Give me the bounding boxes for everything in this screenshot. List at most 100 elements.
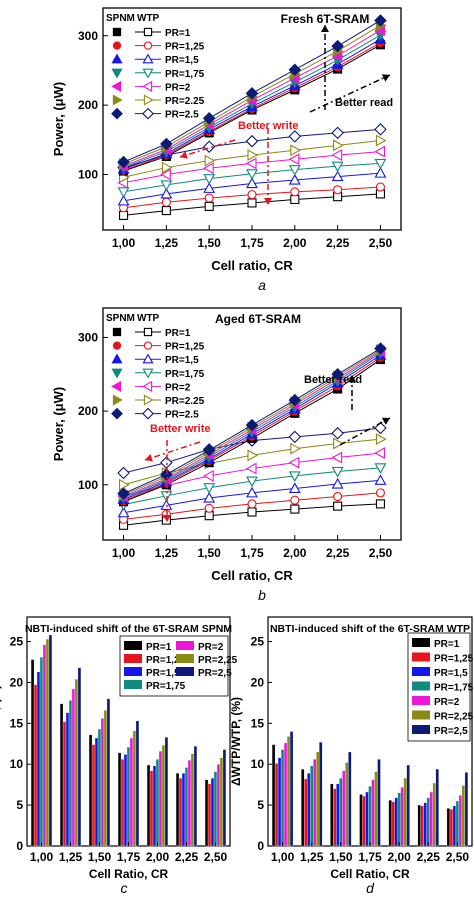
legend-label: PR=1,75 bbox=[165, 69, 205, 80]
wtp-data-point bbox=[333, 491, 343, 502]
wtp-data-point bbox=[204, 503, 214, 513]
x-tick-label: 1,25 bbox=[300, 850, 324, 864]
legend-label: PR=2.25 bbox=[165, 396, 205, 407]
wtp-data-point bbox=[117, 194, 130, 206]
y-tick-label: 15 bbox=[10, 716, 24, 730]
wtp-data-point bbox=[375, 433, 387, 446]
wtp-data-point bbox=[374, 158, 387, 170]
legend-label: PR=1,25 bbox=[146, 655, 186, 666]
bar bbox=[175, 773, 180, 847]
legend-label: PR=1 bbox=[165, 328, 191, 339]
wtp-data-point bbox=[331, 126, 344, 140]
bar-chart-spnm-shift: 0 5 10 15 20 25 1,00 1,25 1,50 1,75 2,00 2,25 2,50 NB… bbox=[0, 616, 238, 881]
bar bbox=[36, 671, 41, 847]
y-tick-label: 5 bbox=[16, 798, 23, 812]
x-axis-label: Cell Ratio, CR bbox=[89, 867, 169, 881]
bar bbox=[403, 777, 407, 847]
x-tick-label: 2,00 bbox=[283, 546, 307, 560]
wtp-data-point bbox=[160, 187, 173, 199]
y-tick-label: 200 bbox=[78, 98, 98, 112]
y-tick-label: 20 bbox=[251, 675, 265, 689]
legend-swatch bbox=[412, 696, 430, 705]
wtp-data-point bbox=[288, 471, 301, 483]
bar bbox=[68, 700, 73, 847]
legend-label: PR=1 bbox=[146, 642, 172, 653]
wtp-data-point bbox=[288, 482, 301, 493]
legend-swatch bbox=[412, 667, 430, 676]
bar bbox=[77, 667, 82, 847]
panel-label-c: c bbox=[121, 880, 128, 896]
bar bbox=[400, 786, 404, 847]
legend-marker-wtp bbox=[142, 80, 153, 92]
legend-label: PR=1,25 bbox=[434, 654, 474, 665]
x-tick-label: 1,25 bbox=[59, 850, 83, 864]
wtp-data-point bbox=[333, 501, 343, 511]
bar bbox=[333, 788, 337, 847]
x-tick-label: 1,50 bbox=[198, 546, 222, 560]
wtp-data-point bbox=[160, 168, 171, 181]
y-tick-label: 5 bbox=[257, 798, 264, 812]
bar bbox=[377, 759, 381, 847]
bar bbox=[426, 797, 430, 847]
bar bbox=[435, 768, 439, 847]
x-tick-label: 1,25 bbox=[155, 546, 179, 560]
legend-marker-wtp bbox=[143, 394, 154, 406]
bar bbox=[388, 800, 392, 847]
bar bbox=[420, 805, 424, 847]
legend-marker-wtp bbox=[142, 407, 154, 420]
spnm-data-point bbox=[331, 39, 344, 53]
spnm-data-point bbox=[160, 468, 173, 481]
arrow-write-vertical-head bbox=[163, 515, 171, 522]
bar bbox=[394, 797, 398, 847]
x-tick-label: 2,25 bbox=[417, 850, 441, 864]
legend-label: PR=1,25 bbox=[165, 342, 205, 353]
x-tick-label: 2,25 bbox=[326, 236, 350, 250]
bar bbox=[161, 745, 166, 847]
y-tick-label: 0 bbox=[257, 839, 264, 853]
bar bbox=[429, 791, 433, 847]
bar bbox=[210, 777, 215, 847]
wtp-data-point bbox=[288, 153, 300, 166]
wtp-data-point bbox=[246, 177, 258, 189]
y-axis-label: ΔWTP/WTP, (%) bbox=[229, 697, 243, 786]
arrow-write-diagonal-line bbox=[144, 441, 201, 461]
bar bbox=[283, 742, 288, 847]
wtp-data-point bbox=[333, 185, 343, 195]
bar bbox=[158, 750, 163, 847]
wtp-data-point bbox=[374, 145, 385, 158]
spnm-data-point bbox=[331, 368, 344, 381]
bar bbox=[458, 795, 463, 847]
bar bbox=[178, 777, 183, 847]
wtp-data-point bbox=[117, 466, 130, 480]
x-tick-label: 1,75 bbox=[117, 850, 141, 864]
wtp-data-point bbox=[290, 194, 300, 205]
wtp-data-point bbox=[375, 182, 385, 192]
annotation-better-read: Better read bbox=[304, 374, 362, 386]
legend-marker-wtp bbox=[142, 353, 154, 364]
legend-label: PR=1,5 bbox=[165, 355, 199, 366]
panel-label-d: d bbox=[366, 880, 375, 896]
bar bbox=[406, 764, 410, 847]
bar bbox=[117, 752, 122, 847]
legend-marker-spnm bbox=[112, 94, 123, 106]
legend-marker-wtp bbox=[143, 341, 153, 350]
bar bbox=[371, 779, 375, 847]
legend-swatch bbox=[176, 641, 194, 650]
chart-title: NBTI-induced shift of the 6T-SRAM WTP bbox=[270, 623, 470, 635]
wtp-data-point bbox=[290, 144, 301, 157]
bar bbox=[289, 731, 294, 847]
legend-marker-wtp bbox=[142, 68, 154, 79]
legend-marker-wtp bbox=[142, 368, 154, 379]
legend-marker-wtp bbox=[143, 94, 154, 106]
y-tick-label: 300 bbox=[78, 330, 98, 344]
x-tick-label: 2,50 bbox=[204, 850, 228, 864]
bar bbox=[103, 710, 108, 847]
legend-marker-spnm bbox=[111, 68, 123, 79]
bar bbox=[190, 753, 195, 847]
bar bbox=[123, 754, 128, 847]
y-tick-label: 10 bbox=[10, 757, 24, 771]
legend-header-spnm: SPNM bbox=[106, 313, 135, 324]
legend-marker-spnm bbox=[111, 380, 122, 392]
legend-marker-spnm bbox=[112, 27, 122, 37]
legend-label: PR=2 bbox=[165, 82, 191, 93]
